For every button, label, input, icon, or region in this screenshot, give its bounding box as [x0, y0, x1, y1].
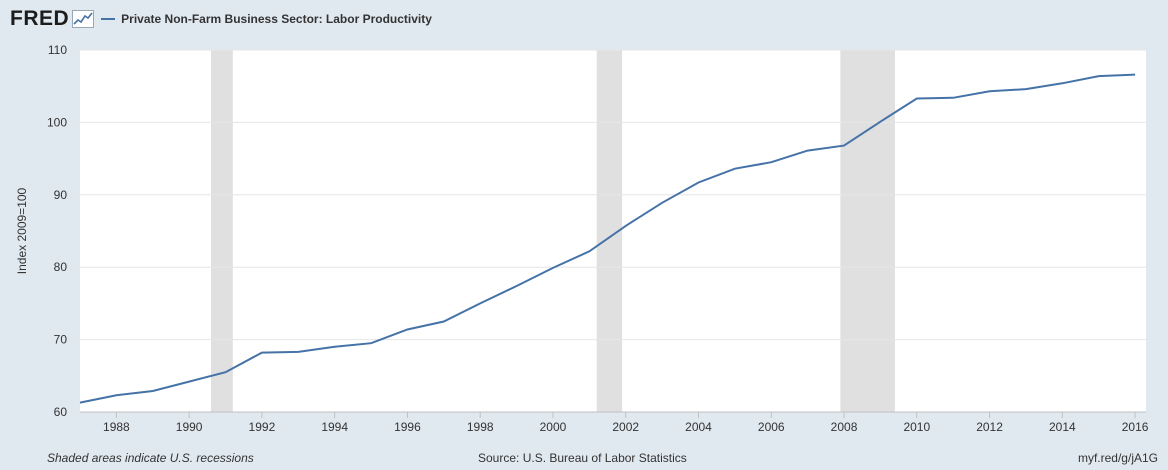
source-text: Source: U.S. Bureau of Labor Statistics: [478, 451, 687, 465]
y-tick-label-70: 70: [54, 333, 68, 347]
x-tick-label-1996: 1996: [394, 420, 421, 434]
y-tick-label-90: 90: [54, 188, 68, 202]
x-tick-label-2014: 2014: [1049, 420, 1076, 434]
y-tick-label-60: 60: [54, 405, 68, 419]
y-tick-label-100: 100: [47, 115, 67, 129]
series-line[interactable]: [79, 73, 1136, 404]
y-axis-ticks: 60 70 80 90 100 110: [47, 43, 67, 419]
x-tick-label-2004: 2004: [685, 420, 712, 434]
x-tick-label-2016: 2016: [1122, 420, 1149, 434]
x-tick-label-1994: 1994: [321, 420, 348, 434]
recession-bands: [210, 50, 895, 412]
short-link[interactable]: myf.red/g/jA1G: [1077, 451, 1158, 465]
x-tick-label-1992: 1992: [249, 420, 276, 434]
y-tick-label-110: 110: [48, 43, 67, 57]
legend-line-swatch: [101, 18, 116, 20]
x-tick-label-2010: 2010: [903, 420, 930, 434]
y-axis-label: Index 2009=100: [15, 187, 29, 274]
fred-graph-icon: [72, 10, 95, 28]
x-tick-label-2000: 2000: [540, 420, 567, 434]
x-tick-label-2008: 2008: [831, 420, 858, 434]
recession-note: Shaded areas indicate U.S. recessions: [47, 451, 254, 465]
recession-band-0: [210, 50, 233, 412]
grid-lines: [80, 49, 1146, 413]
x-tick-label-2006: 2006: [758, 420, 785, 434]
x-tick-label-1988: 1988: [103, 420, 130, 434]
x-tick-label-1990: 1990: [176, 420, 203, 434]
y-tick-label-80: 80: [54, 260, 68, 274]
x-tick-label-1998: 1998: [467, 420, 494, 434]
fred-logo[interactable]: FRED: [10, 7, 70, 30]
legend-series-label[interactable]: Private Non-Farm Business Sector: Labor …: [121, 12, 432, 26]
graph-header: FRED Private Non-Farm Business Sector: L…: [10, 6, 432, 32]
x-tick-label-2012: 2012: [976, 420, 1003, 434]
x-tick-label-2002: 2002: [612, 420, 639, 434]
x-axis-ticks: 1988 1990 1992 1994 1996 1998 2000 2002 2004 2006…: [103, 412, 1149, 434]
recession-band-2: [840, 50, 895, 412]
